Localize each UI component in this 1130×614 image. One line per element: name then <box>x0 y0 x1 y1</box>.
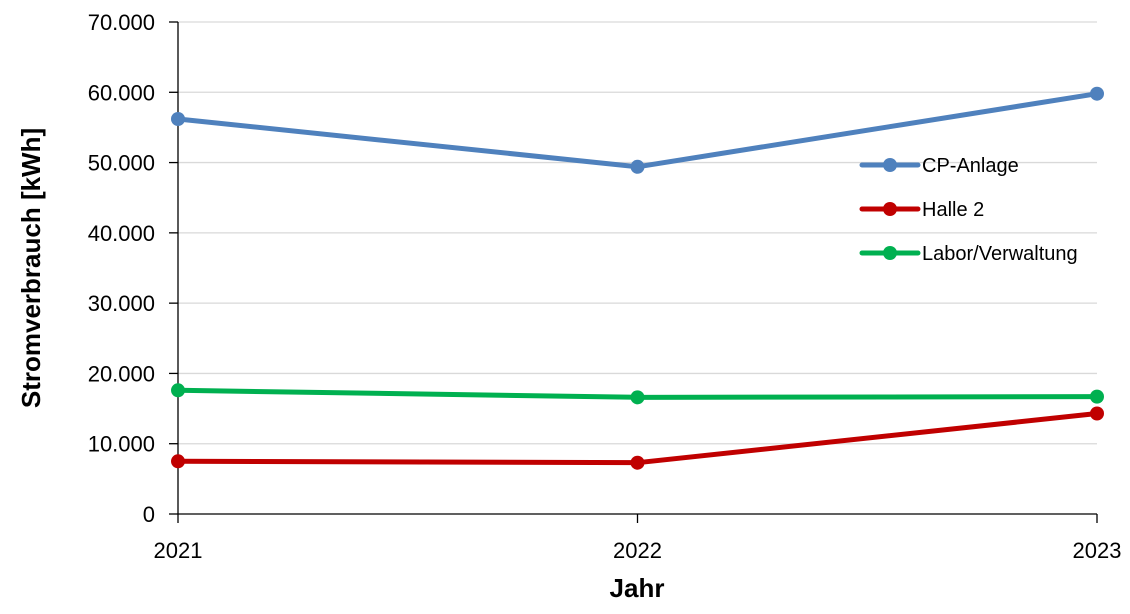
series-line <box>175 410 1100 466</box>
data-point <box>1090 406 1104 421</box>
y-tick-label: 30.000 <box>88 291 155 316</box>
legend-label: Halle 2 <box>922 199 984 221</box>
data-point <box>171 454 185 469</box>
y-tick-label: 40.000 <box>88 221 155 246</box>
legend-label: Labor/Verwaltung <box>922 243 1078 265</box>
legend-entry: Labor/Verwaltung <box>859 243 1078 265</box>
x-tick-label: 2021 <box>154 538 203 563</box>
legend-label: CP-Anlage <box>922 155 1019 177</box>
y-tick-label: 20.000 <box>88 361 155 386</box>
data-point <box>1090 389 1104 404</box>
data-point <box>630 390 645 405</box>
axes <box>169 21 1098 523</box>
y-tick-labels: 0 10.000 20.000 30.000 40.000 50.000 60.000 70.… <box>88 10 155 527</box>
x-tick-labels: 2021 2022 2023 <box>154 538 1122 563</box>
series-labor-verwaltung <box>171 383 1104 405</box>
legend-swatch-marker <box>883 246 897 260</box>
x-axis-title: Jahr <box>610 573 665 603</box>
y-tick-label: 10.000 <box>88 432 155 457</box>
series-cp-anlage <box>171 86 1104 174</box>
y-axis-title: Stromverbrauch [kWh] <box>16 128 46 408</box>
legend: CP-Anlage Halle 2 Labor/Verwaltung <box>859 155 1078 265</box>
y-tick-label: 60.000 <box>88 80 155 105</box>
data-series <box>171 86 1104 470</box>
y-tick-label: 50.000 <box>88 151 155 176</box>
data-point <box>1090 86 1104 101</box>
y-tick-label: 0 <box>143 502 155 527</box>
legend-entry: Halle 2 <box>859 199 984 221</box>
data-point <box>630 455 645 470</box>
data-point <box>171 111 185 126</box>
data-point <box>171 383 185 398</box>
series-halle-2 <box>171 406 1104 470</box>
y-tick-label: 70.000 <box>88 10 155 35</box>
data-point <box>630 159 645 174</box>
grid-lines <box>178 21 1097 445</box>
legend-swatch-marker <box>883 158 897 172</box>
legend-swatch-marker <box>883 202 897 216</box>
x-tick-label: 2022 <box>613 538 662 563</box>
legend-entry: CP-Anlage <box>859 155 1019 177</box>
x-tick-label: 2023 <box>1073 538 1122 563</box>
